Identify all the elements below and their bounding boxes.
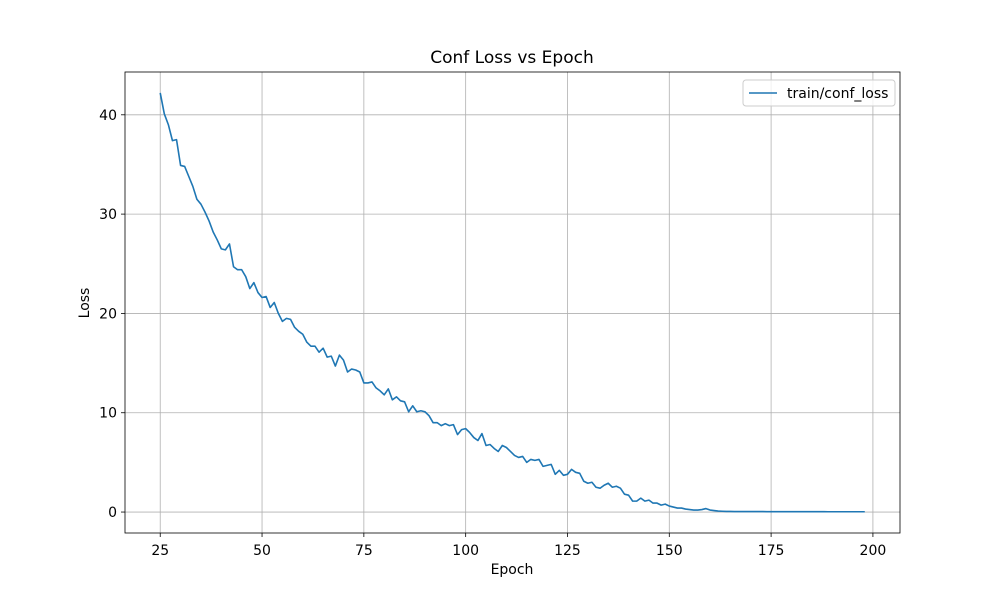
x-tick-label: 100 (452, 543, 479, 559)
x-tick-label: 175 (758, 543, 785, 559)
y-tick-label: 10 (99, 406, 117, 422)
legend-box (742, 79, 896, 107)
chart-title: Conf Loss vs Epoch (430, 48, 594, 68)
y-axis-label: Loss (77, 288, 93, 319)
y-tick-label: 0 (108, 505, 117, 521)
x-tick-label: 25 (151, 543, 169, 559)
x-axis-label: Epoch (491, 562, 534, 578)
y-tick-label: 20 (99, 306, 117, 322)
y-tick-label: 40 (99, 108, 117, 124)
y-tick-label: 30 (99, 207, 117, 223)
plot-frame (124, 71, 901, 534)
legend-label: train/conf_loss (787, 86, 888, 102)
line-series (159, 92, 865, 513)
x-tick-label: 150 (656, 543, 683, 559)
x-tick-label: 200 (860, 543, 887, 559)
x-tick-label: 125 (554, 543, 581, 559)
x-tick-label: 50 (253, 543, 271, 559)
x-tick-label: 75 (355, 543, 373, 559)
